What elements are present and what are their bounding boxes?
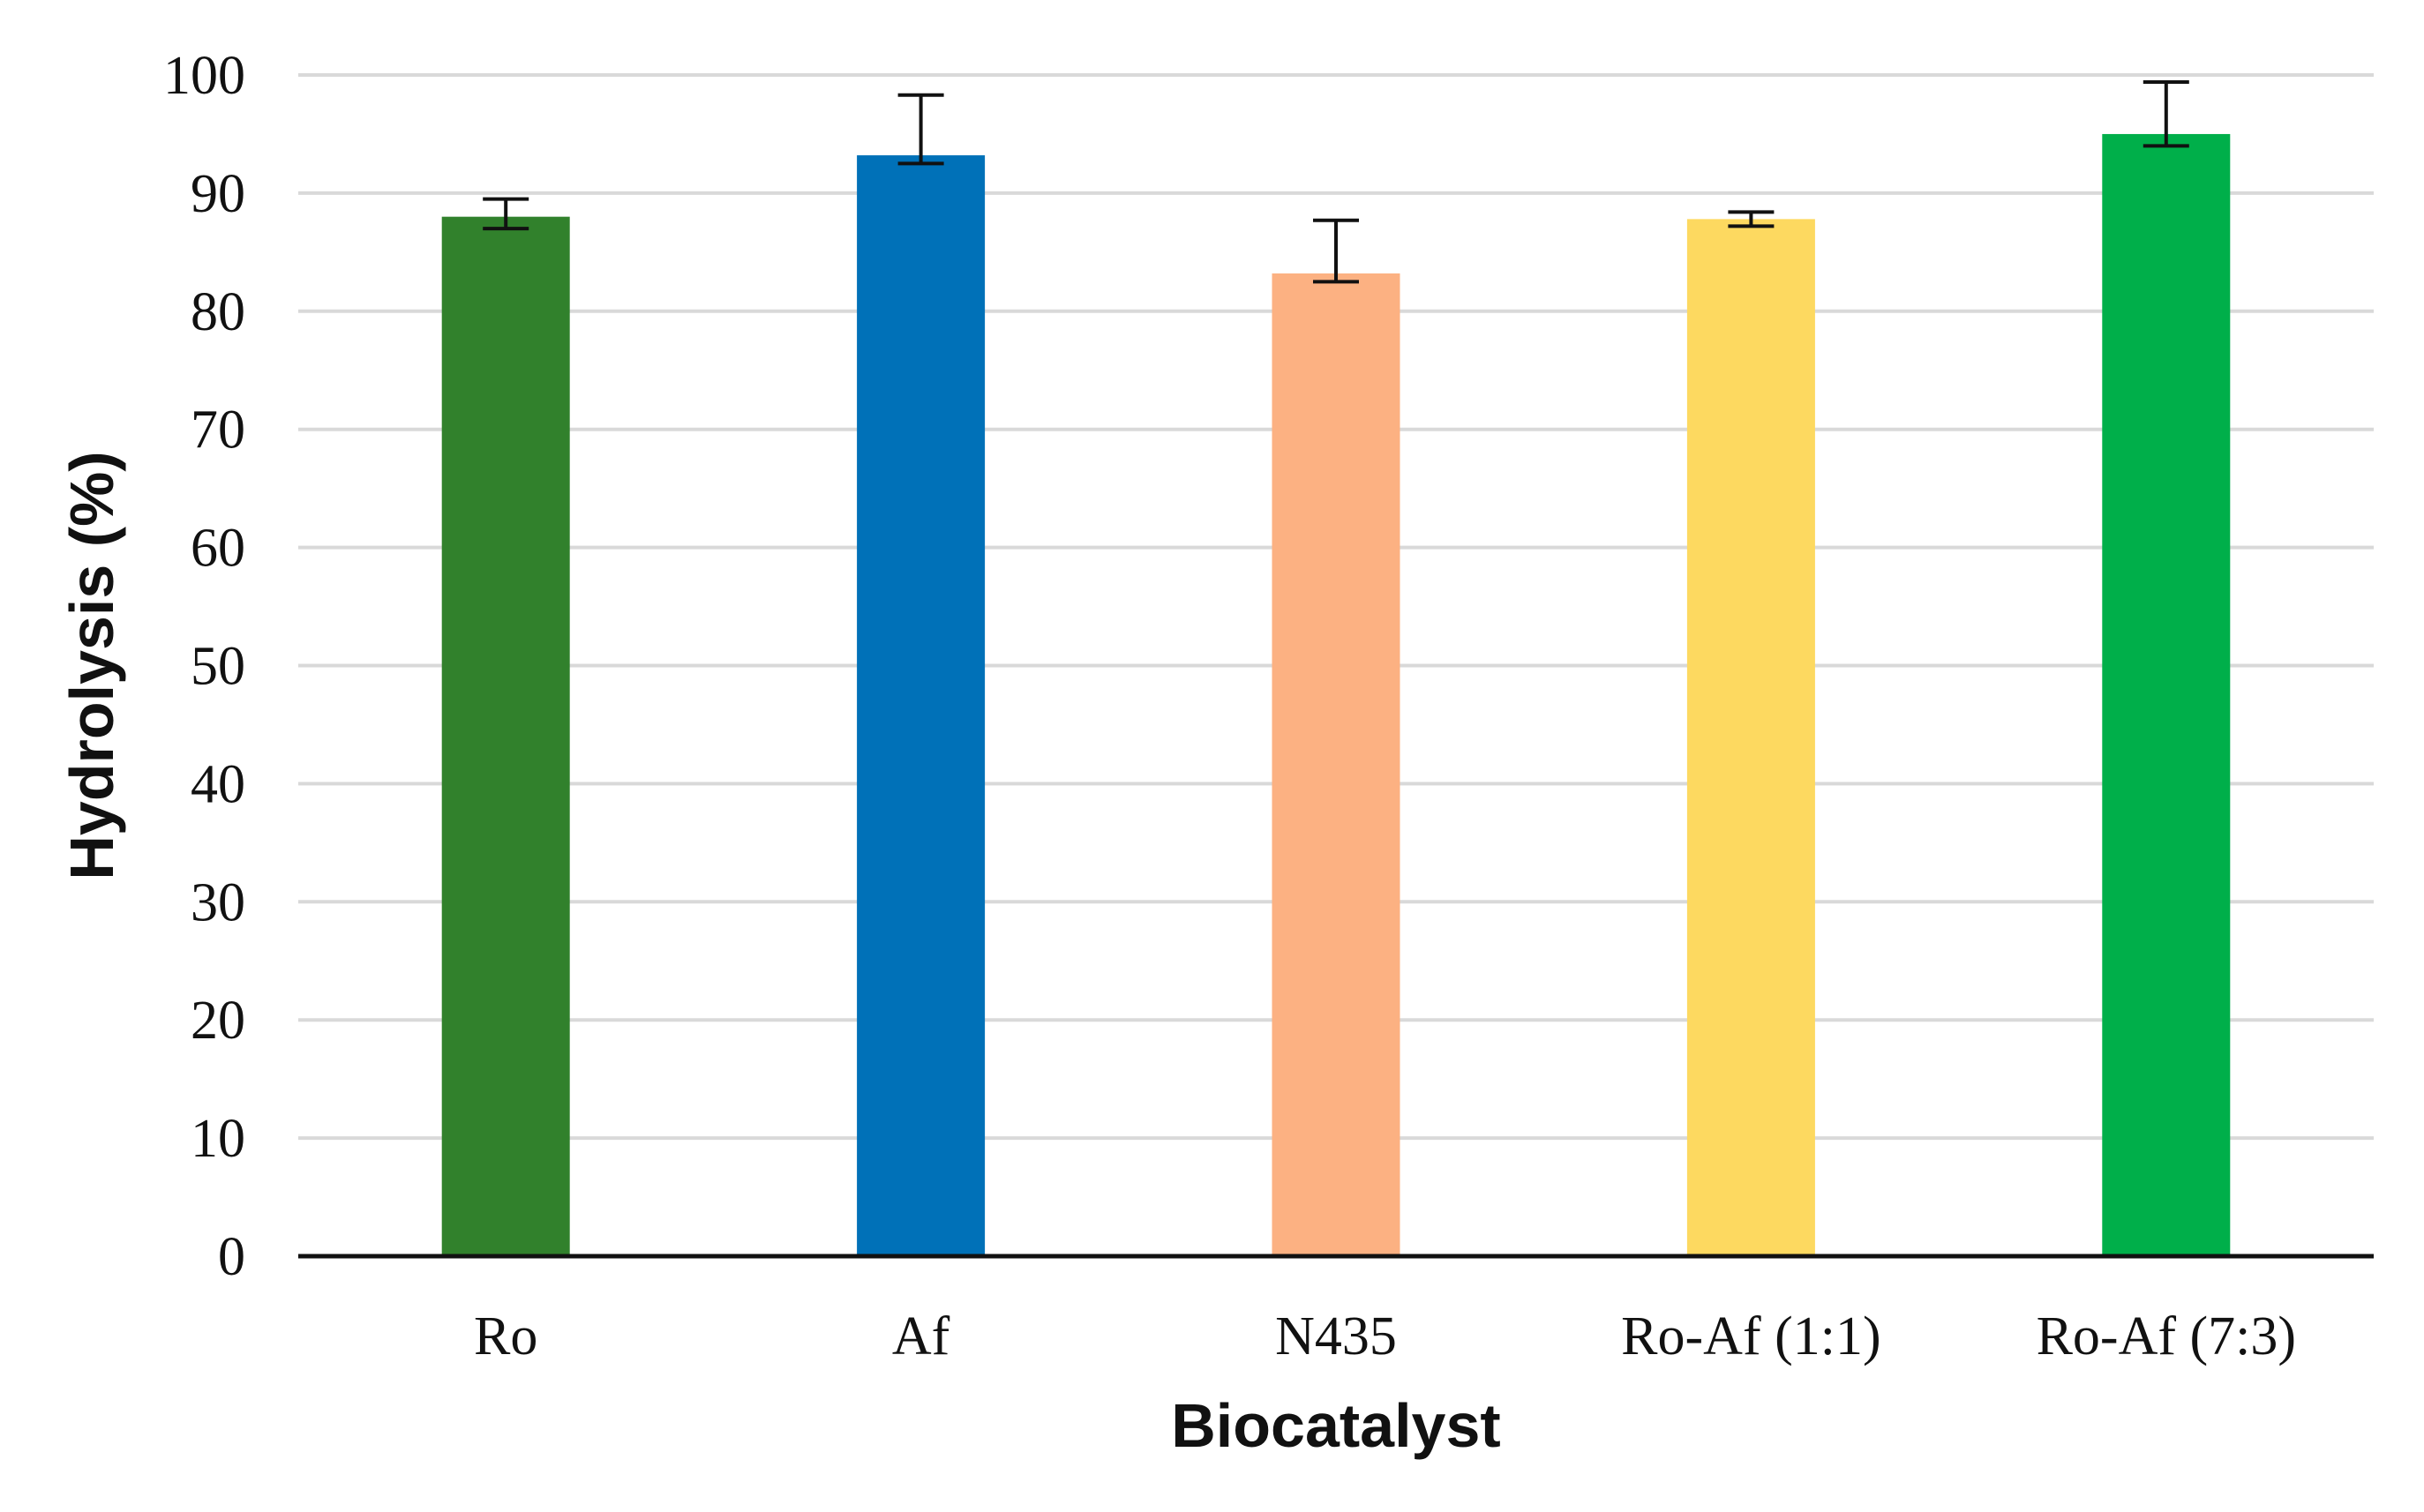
bar-1 [857, 155, 986, 1256]
error-bar-2 [1313, 218, 1359, 284]
x-tick-label: Ro-Af (7:3) [2037, 1306, 2296, 1366]
y-tick-label: 0 [218, 1227, 245, 1287]
bar-0 [441, 216, 570, 1257]
y-tick-label: 60 [191, 519, 245, 579]
y-tick-label: 10 [191, 1109, 245, 1169]
error-bar-4 [2143, 80, 2189, 148]
y-tick-label: 100 [163, 46, 245, 106]
x-tick-label: N435 [1275, 1306, 1397, 1366]
error-bar-1 [897, 93, 944, 166]
y-axis-title: Hydrolysis (%) [57, 451, 126, 880]
x-tick-label: Ro-Af (1:1) [1621, 1306, 1880, 1366]
y-tick-label: 40 [191, 754, 245, 814]
y-tick-label: 70 [191, 400, 245, 460]
y-tick-label: 20 [191, 991, 245, 1051]
y-tick-label: 90 [191, 164, 245, 224]
bar-3 [1686, 219, 1815, 1256]
y-tick-label: 80 [191, 282, 245, 342]
x-tick-label: Ro [474, 1306, 537, 1366]
x-axis-title: Biocatalyst [1171, 1391, 1500, 1460]
y-tick-label: 30 [191, 872, 245, 932]
error-bar-3 [1728, 210, 1775, 228]
y-tick-label: 50 [191, 637, 245, 697]
bar-4 [2102, 133, 2231, 1257]
x-tick-labels: Ro Af N435 Ro-Af (1:1) Ro-Af (7:3) [474, 1306, 2296, 1366]
error-bars [483, 80, 2189, 284]
y-tick-labels: 0 10 20 30 40 50 60 70 80 90 100 [163, 46, 245, 1287]
error-bar-0 [483, 197, 529, 231]
bars [441, 133, 2231, 1257]
x-tick-label: Af [892, 1306, 950, 1366]
bar-2 [1272, 273, 1400, 1256]
